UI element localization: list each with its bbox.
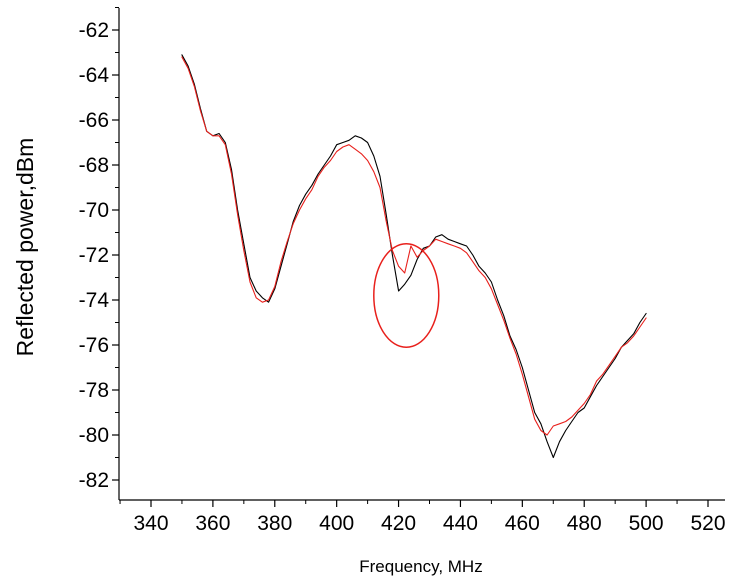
y-tick-label: -64 — [79, 64, 110, 87]
x-tick-label: 340 — [133, 512, 168, 535]
x-tick-label: 520 — [690, 512, 725, 535]
plot-area: -62 -64 -66 -68 -70 -72 -74 -76 -78 -80 -82 340 360… — [79, 7, 726, 535]
x-tick-label: 360 — [195, 512, 230, 535]
x-axis-title: Frequency, MHz — [359, 557, 482, 576]
y-tick-label: -78 — [79, 379, 109, 402]
series-line-black — [181, 54, 647, 459]
x-tick-label: 500 — [629, 512, 664, 535]
x-tick-label: 380 — [257, 512, 292, 535]
series-layer — [181, 54, 647, 459]
y-axis-title: Reflected power,dBm — [12, 138, 38, 357]
y-tick-label: -76 — [79, 334, 109, 357]
y-tick-label: -66 — [79, 109, 109, 132]
y-tick-label: -62 — [79, 19, 109, 42]
y-tick-label: -68 — [79, 154, 109, 177]
annotation-circle — [373, 243, 440, 348]
y-axis-ticks: -62 -64 -66 -68 -70 -72 -74 -76 -78 -80 -82 — [79, 7, 119, 492]
annotation-layer — [373, 243, 440, 348]
x-tick-label: 480 — [567, 512, 602, 535]
series-line-red — [181, 56, 647, 436]
x-tick-label: 420 — [381, 512, 416, 535]
y-tick-label: -82 — [79, 469, 109, 492]
y-tick-label: -74 — [79, 289, 110, 312]
x-axis-ticks: 340 360 380 400 420 440 460 480 500 520 — [119, 500, 726, 535]
x-tick-label: 400 — [319, 512, 354, 535]
x-tick-label: 440 — [443, 512, 478, 535]
y-tick-label: -72 — [79, 244, 109, 267]
x-tick-label: 460 — [505, 512, 540, 535]
y-tick-label: -70 — [79, 199, 109, 222]
y-tick-label: -80 — [79, 424, 109, 447]
